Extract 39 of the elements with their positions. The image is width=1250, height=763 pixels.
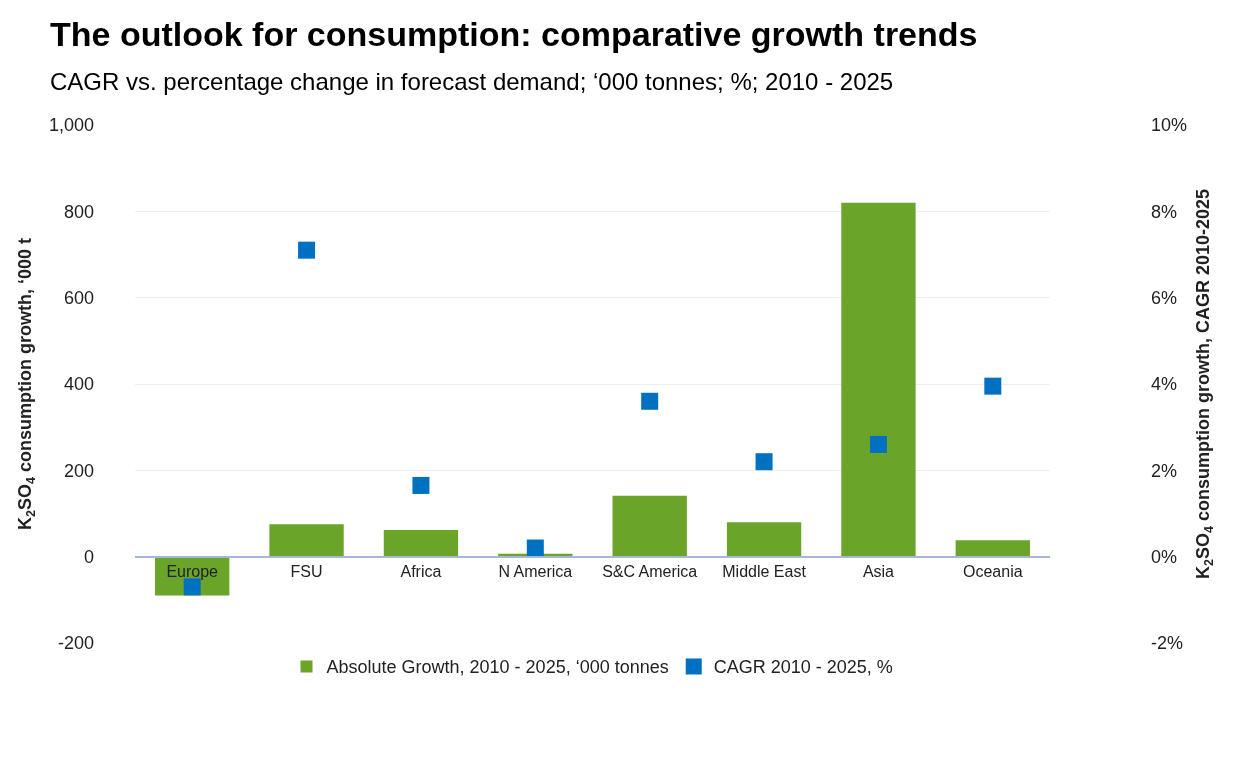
point: [298, 241, 316, 259]
y2-tick-label: 10%: [1151, 115, 1188, 136]
y2-tick-label: 0%: [1151, 546, 1178, 567]
x-tick-label: FSU: [290, 562, 323, 580]
y-tick-label: 200: [63, 460, 94, 481]
y-tick-label: 800: [63, 201, 94, 222]
x-tick-label: S&C America: [602, 562, 698, 580]
x-tick-label: Africa: [400, 562, 442, 580]
y-tick-label: 1,000: [48, 115, 94, 136]
y-tick-label: 0: [83, 546, 94, 567]
y2-tick-label: 8%: [1151, 201, 1178, 222]
y-tick-label: 400: [63, 374, 94, 395]
legend-label: CAGR 2010 - 2025, %: [713, 657, 893, 678]
y2-tick-label: -2%: [1151, 633, 1184, 654]
point: [412, 476, 430, 494]
y2-tick-label: 4%: [1151, 374, 1178, 395]
x-tick-label: Europe: [166, 562, 219, 580]
y-tick-label: 600: [63, 287, 94, 308]
bar: [841, 202, 916, 557]
point: [869, 435, 887, 453]
x-tick-label: Middle East: [722, 562, 807, 580]
point: [755, 453, 773, 471]
bar: [269, 524, 344, 557]
y2-tick-label: 6%: [1151, 287, 1178, 308]
bar: [726, 522, 802, 557]
x-tick-label: Oceania: [963, 562, 1023, 580]
x-tick-label: N America: [498, 562, 573, 580]
bar: [383, 529, 459, 557]
x-tick-label: Asia: [862, 562, 895, 580]
bar: [612, 495, 687, 557]
point: [984, 377, 1002, 395]
chart-subtitle: CAGR vs. percentage change in forecast demand; ‘000 tonnes; %; 2010 - 2025: [50, 67, 894, 95]
y-tick-label: -200: [57, 633, 94, 654]
bar: [955, 540, 1030, 557]
chart-title: The outlook for consumption: comparative growth trends: [50, 14, 978, 53]
legend-label: Absolute Growth, 2010 - 2025, ‘000 tonnes: [326, 657, 669, 678]
y2-tick-label: 2%: [1151, 460, 1178, 481]
point: [526, 539, 544, 557]
point: [641, 392, 659, 410]
